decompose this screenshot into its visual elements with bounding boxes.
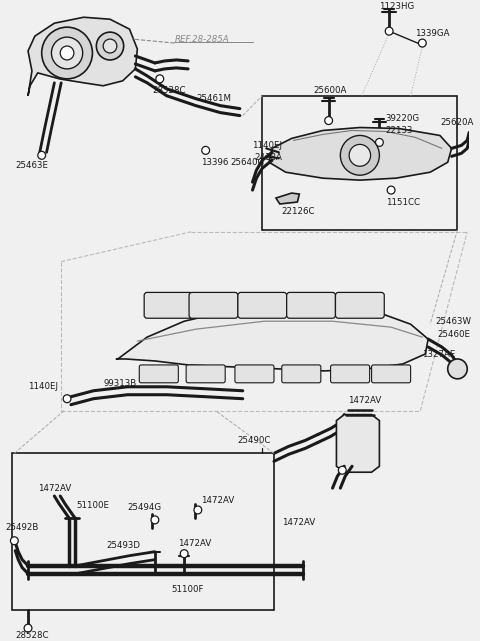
Circle shape — [338, 466, 346, 474]
Circle shape — [419, 39, 426, 47]
Circle shape — [24, 624, 32, 632]
FancyBboxPatch shape — [331, 365, 370, 383]
Text: 1472AV: 1472AV — [38, 483, 71, 493]
Circle shape — [202, 146, 210, 154]
Text: 22126C: 22126C — [282, 208, 315, 217]
Text: 51100E: 51100E — [77, 501, 110, 510]
Circle shape — [96, 32, 124, 60]
FancyBboxPatch shape — [186, 365, 225, 383]
Circle shape — [42, 27, 93, 79]
Text: 1339GA: 1339GA — [416, 29, 450, 38]
Circle shape — [151, 516, 159, 524]
Text: 25490C: 25490C — [237, 436, 270, 445]
Circle shape — [60, 46, 74, 60]
Text: 39220G: 39220G — [385, 114, 420, 123]
Text: 1472AV: 1472AV — [282, 519, 315, 528]
Text: 13396: 13396 — [201, 158, 228, 167]
Text: 1140EJ: 1140EJ — [252, 141, 283, 150]
Polygon shape — [276, 193, 300, 204]
Circle shape — [103, 39, 117, 53]
FancyBboxPatch shape — [235, 365, 274, 383]
Polygon shape — [269, 128, 452, 180]
Text: 25492B: 25492B — [6, 523, 39, 532]
FancyBboxPatch shape — [372, 365, 410, 383]
Text: 1327AE: 1327AE — [422, 349, 456, 358]
Text: 1472AV: 1472AV — [348, 396, 382, 405]
Text: 25493D: 25493D — [106, 541, 140, 550]
FancyBboxPatch shape — [336, 292, 384, 318]
Text: 25463E: 25463E — [15, 161, 48, 170]
Circle shape — [180, 550, 188, 558]
Circle shape — [448, 359, 467, 379]
Circle shape — [156, 75, 164, 83]
Text: 2418A: 2418A — [254, 153, 282, 162]
Text: 1151CC: 1151CC — [386, 197, 420, 206]
Text: 25461M: 25461M — [196, 94, 231, 103]
Circle shape — [194, 506, 202, 514]
Circle shape — [375, 138, 384, 146]
FancyBboxPatch shape — [139, 365, 179, 383]
Text: 28528C: 28528C — [15, 631, 49, 640]
Polygon shape — [28, 17, 137, 96]
Text: 25460E: 25460E — [437, 329, 470, 338]
Polygon shape — [336, 415, 379, 472]
Text: 99313B: 99313B — [103, 379, 136, 388]
Polygon shape — [116, 305, 428, 371]
Text: 1472AV: 1472AV — [201, 495, 234, 504]
Circle shape — [325, 117, 333, 124]
Text: 1140EJ: 1140EJ — [28, 382, 58, 391]
Circle shape — [38, 151, 46, 160]
Circle shape — [387, 186, 395, 194]
FancyBboxPatch shape — [144, 292, 193, 318]
FancyBboxPatch shape — [238, 292, 287, 318]
Circle shape — [63, 395, 71, 403]
Circle shape — [11, 537, 18, 545]
Circle shape — [340, 135, 379, 175]
Text: 1472AV: 1472AV — [179, 539, 212, 548]
Circle shape — [349, 144, 371, 166]
Text: 25640G: 25640G — [230, 158, 264, 167]
Text: REF.28-285A: REF.28-285A — [174, 35, 229, 44]
FancyBboxPatch shape — [189, 292, 238, 318]
Text: 22133: 22133 — [385, 126, 413, 135]
Text: 25494G: 25494G — [128, 503, 162, 513]
Bar — [262, 96, 457, 230]
Circle shape — [385, 27, 393, 35]
Text: 25600A: 25600A — [313, 87, 347, 96]
Text: 25463W: 25463W — [435, 317, 471, 326]
Text: 51100F: 51100F — [171, 585, 204, 594]
FancyBboxPatch shape — [282, 365, 321, 383]
Bar — [12, 453, 274, 610]
Text: 28528C: 28528C — [152, 87, 185, 96]
Text: 1123HG: 1123HG — [379, 2, 415, 11]
Text: 25620A: 25620A — [440, 118, 473, 127]
Circle shape — [51, 37, 83, 69]
FancyBboxPatch shape — [287, 292, 336, 318]
